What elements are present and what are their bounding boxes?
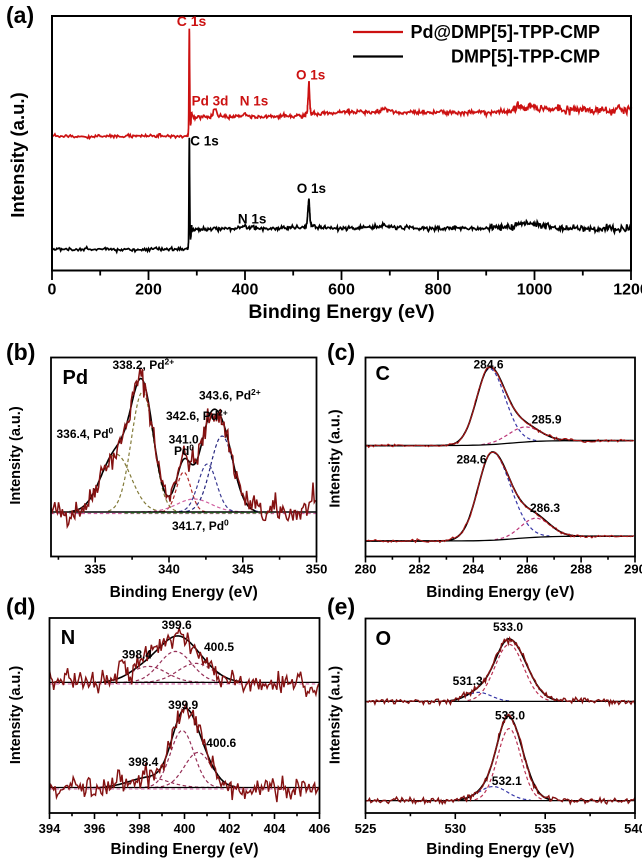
- svg-text:350: 350: [306, 562, 328, 577]
- svg-text:1000: 1000: [517, 282, 553, 299]
- svg-text:533.0: 533.0: [495, 709, 525, 723]
- svg-text:400: 400: [174, 821, 196, 836]
- svg-text:Binding Energy (eV): Binding Energy (eV): [426, 841, 574, 858]
- svg-text:Pd@DMP[5]-TPP-CMP: Pd@DMP[5]-TPP-CMP: [410, 22, 600, 42]
- svg-text:341.0: 341.0: [169, 433, 199, 447]
- svg-text:400: 400: [232, 282, 259, 299]
- svg-text:396: 396: [84, 821, 106, 836]
- svg-text:398: 398: [129, 821, 151, 836]
- svg-text:400.5: 400.5: [204, 640, 234, 654]
- svg-text:O 1s: O 1s: [297, 181, 326, 196]
- svg-text:345: 345: [232, 562, 254, 577]
- svg-text:800: 800: [425, 282, 452, 299]
- svg-text:Intensity (a.u.): Intensity (a.u.): [328, 666, 344, 764]
- svg-text:398.4: 398.4: [122, 647, 152, 661]
- svg-text:600: 600: [328, 282, 355, 299]
- svg-text:532.1: 532.1: [492, 774, 522, 788]
- svg-text:525: 525: [355, 821, 377, 836]
- svg-text:Pd0: Pd0: [174, 443, 194, 459]
- svg-text:1200: 1200: [613, 282, 642, 299]
- svg-text:200: 200: [135, 282, 162, 299]
- svg-text:Binding Energy (eV): Binding Energy (eV): [248, 301, 434, 323]
- svg-text:280: 280: [355, 562, 377, 577]
- svg-text:540: 540: [624, 821, 642, 836]
- svg-text:C 1s: C 1s: [190, 134, 219, 149]
- svg-text:(d): (d): [6, 594, 35, 620]
- svg-text:398.4: 398.4: [128, 755, 158, 769]
- svg-text:DMP[5]-TPP-CMP: DMP[5]-TPP-CMP: [451, 47, 600, 67]
- svg-text:Pd: Pd: [63, 367, 89, 389]
- svg-text:Intensity (a.u.): Intensity (a.u.): [8, 666, 24, 764]
- svg-text:285.9: 285.9: [531, 413, 561, 427]
- svg-text:Binding Energy (eV): Binding Energy (eV): [110, 584, 258, 601]
- svg-text:400.6: 400.6: [206, 736, 236, 750]
- svg-text:394: 394: [39, 821, 61, 836]
- svg-text:(b): (b): [6, 339, 35, 365]
- svg-text:Binding Energy (eV): Binding Energy (eV): [426, 584, 574, 601]
- svg-text:531.3: 531.3: [453, 674, 483, 688]
- svg-text:406: 406: [309, 821, 331, 836]
- svg-text:C: C: [376, 363, 390, 385]
- svg-text:286.3: 286.3: [530, 501, 560, 515]
- svg-text:282: 282: [409, 562, 431, 577]
- svg-text:N 1s: N 1s: [238, 212, 267, 227]
- svg-text:404: 404: [264, 821, 286, 836]
- svg-text:530: 530: [444, 821, 466, 836]
- svg-text:0: 0: [48, 282, 57, 299]
- svg-text:O: O: [376, 628, 392, 650]
- svg-text:C 1s: C 1s: [177, 13, 207, 29]
- svg-text:343.6, Pd2+: 343.6, Pd2+: [199, 387, 261, 403]
- svg-text:338.2, Pd2+: 338.2, Pd2+: [113, 357, 175, 373]
- svg-text:402: 402: [219, 821, 241, 836]
- svg-text:(c): (c): [327, 339, 355, 365]
- svg-text:340: 340: [158, 562, 180, 577]
- svg-text:Binding Energy (eV): Binding Energy (eV): [110, 841, 258, 858]
- svg-text:290: 290: [624, 562, 642, 577]
- svg-text:(e): (e): [327, 594, 355, 620]
- svg-text:533.0: 533.0: [493, 620, 523, 634]
- svg-text:535: 535: [534, 821, 556, 836]
- svg-text:N 1s: N 1s: [240, 94, 269, 109]
- svg-text:335: 335: [84, 562, 106, 577]
- svg-text:286: 286: [516, 562, 538, 577]
- svg-text:(a): (a): [6, 2, 34, 28]
- svg-text:N: N: [61, 627, 75, 649]
- svg-text:288: 288: [570, 562, 592, 577]
- svg-text:O 1s: O 1s: [296, 68, 325, 83]
- svg-text:284.6: 284.6: [473, 358, 503, 372]
- svg-text:Pd 3d: Pd 3d: [192, 94, 229, 109]
- svg-text:Intensity (a.u.): Intensity (a.u.): [328, 409, 344, 507]
- svg-text:284: 284: [462, 562, 484, 577]
- svg-text:342.6, Pd2+: 342.6, Pd2+: [166, 408, 228, 424]
- svg-text:341.7, Pd0: 341.7, Pd0: [172, 518, 229, 534]
- svg-text:Intensity (a.u.): Intensity (a.u.): [8, 406, 24, 504]
- svg-text:Intensity (a.u.): Intensity (a.u.): [7, 92, 28, 217]
- svg-text:399.6: 399.6: [162, 618, 192, 632]
- svg-text:336.4, Pd0: 336.4, Pd0: [57, 426, 114, 442]
- svg-text:399.9: 399.9: [168, 698, 198, 712]
- svg-text:284.6: 284.6: [456, 453, 486, 467]
